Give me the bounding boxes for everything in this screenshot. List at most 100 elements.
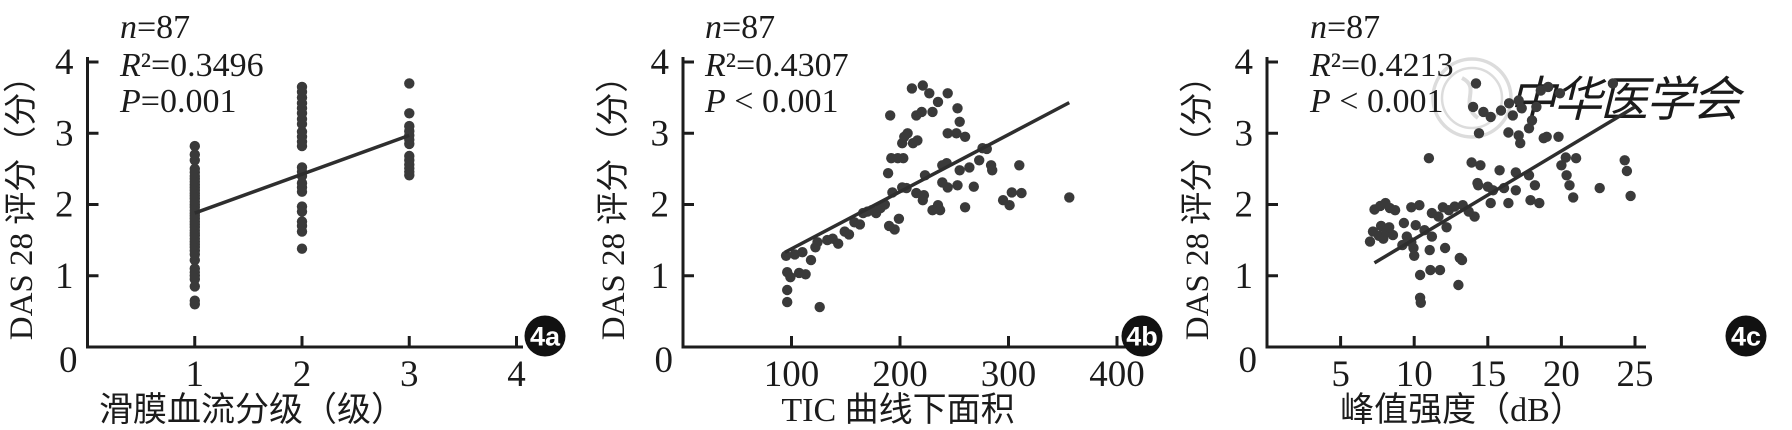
data-point <box>1507 110 1519 121</box>
badge-label: 4c <box>1731 322 1761 352</box>
badge-circle <box>1121 315 1163 357</box>
data-point <box>1014 160 1025 171</box>
badge-label: 4a <box>530 322 561 352</box>
data-point <box>1531 101 1542 113</box>
data-point <box>189 295 200 306</box>
y-tick-label: 1 <box>55 256 74 297</box>
data-point <box>1568 192 1579 203</box>
y-tick-label: 4 <box>651 42 670 83</box>
panel-badge-4a: 4a <box>524 315 566 357</box>
data-point <box>404 120 415 132</box>
data-point <box>1485 197 1496 209</box>
data-point <box>1456 254 1468 266</box>
watermark-text: 华 <box>1554 72 1607 128</box>
data-point <box>1543 81 1554 93</box>
y-tick-label: 2 <box>651 185 670 226</box>
data-point <box>1516 103 1527 114</box>
data-points <box>189 78 415 310</box>
data-point <box>805 254 817 266</box>
data-point <box>1453 279 1464 291</box>
data-point <box>1469 211 1480 222</box>
data-point <box>1594 182 1605 194</box>
data-point <box>1515 138 1526 149</box>
data-point <box>1564 180 1575 191</box>
x-tick-label: 200 <box>872 354 928 395</box>
origin-label: 0 <box>655 340 674 381</box>
y-axis-title: DAS 28 评分（分） <box>1180 60 1216 341</box>
x-axis-title: TIC 曲线下面积 <box>781 391 1014 429</box>
data-point <box>785 272 796 283</box>
watermark-text: 会 <box>1692 72 1745 128</box>
data-point <box>296 216 308 227</box>
y-axis-title: DAS 28 评分（分） <box>596 60 632 341</box>
data-point <box>1426 231 1438 242</box>
x-tick-label: 1 <box>186 354 205 395</box>
data-point <box>189 263 200 274</box>
data-point <box>296 201 308 212</box>
data-point <box>189 163 200 175</box>
data-point <box>1526 115 1538 126</box>
data-point <box>1425 264 1436 276</box>
data-point <box>1389 205 1401 216</box>
y-tick-label: 3 <box>1235 113 1254 154</box>
y-tick-label: 4 <box>55 42 74 83</box>
origin-label: 0 <box>59 340 78 381</box>
data-point <box>296 126 308 137</box>
data-point <box>1473 128 1485 139</box>
data-point <box>797 247 808 258</box>
data-point <box>1424 244 1435 256</box>
y-tick-label: 1 <box>651 256 670 297</box>
data-point <box>918 190 930 201</box>
stats-line: R²=0.3496 <box>119 47 264 84</box>
data-point <box>1553 131 1564 142</box>
data-point <box>404 78 415 89</box>
axes <box>86 57 523 349</box>
data-point <box>959 131 971 142</box>
stats-line: R²=0.4213 <box>1309 47 1454 84</box>
data-point <box>959 202 971 213</box>
data-point <box>1523 123 1535 134</box>
badge-circle <box>1725 315 1767 357</box>
data-point <box>1398 217 1410 229</box>
data-point <box>942 88 953 99</box>
data-point <box>1410 220 1421 231</box>
data-point <box>1485 111 1496 123</box>
data-point <box>1441 222 1452 233</box>
data-point <box>1513 130 1524 141</box>
watermark-seal-icon <box>1431 57 1513 139</box>
data-point <box>1503 98 1515 109</box>
data-point <box>296 162 308 173</box>
data-point <box>906 83 918 94</box>
data-point <box>1560 152 1572 163</box>
data-point <box>812 237 823 248</box>
data-point <box>1556 160 1567 171</box>
x-axis-title: 滑膜血流分级（级） <box>99 391 405 429</box>
data-point <box>833 238 844 249</box>
data-point <box>1541 131 1552 142</box>
stats-line: n=87 <box>1310 9 1380 46</box>
x-tick-label: 2 <box>293 354 312 395</box>
data-point <box>1016 187 1027 199</box>
data-point <box>964 162 975 173</box>
data-point <box>974 155 985 166</box>
data-point <box>1449 201 1460 212</box>
data-point <box>800 269 811 280</box>
y-tick-label: 2 <box>1235 185 1254 226</box>
data-point <box>854 219 866 230</box>
watermark-seal-inner-ring <box>1440 66 1504 130</box>
data-point <box>893 213 905 224</box>
y-tick-label: 1 <box>1235 256 1254 297</box>
data-point <box>1503 197 1514 209</box>
data-point <box>780 250 792 261</box>
data-point <box>782 296 793 308</box>
stats-line: n=87 <box>705 9 775 46</box>
data-point <box>843 229 855 240</box>
data-point <box>954 116 965 128</box>
data-point <box>924 88 935 99</box>
data-point <box>1534 197 1545 209</box>
data-point <box>1494 165 1505 176</box>
data-point <box>1414 200 1425 211</box>
data-point <box>1433 211 1444 222</box>
